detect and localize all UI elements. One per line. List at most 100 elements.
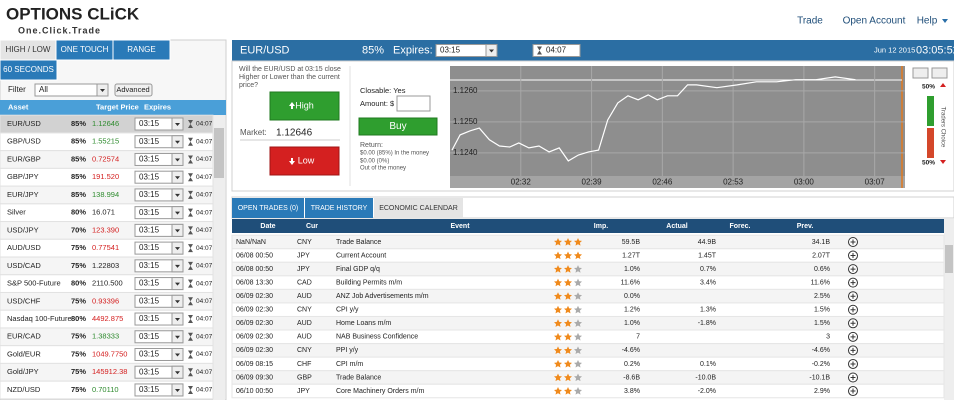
hourglass-icon [188,350,193,359]
expiry-select-text: 03:15 [139,243,160,252]
high-button[interactable] [269,91,340,121]
star [564,238,572,246]
asset-price: 1.22803 [92,261,119,270]
star [564,373,572,382]
hourglass-icon [188,120,193,128]
hourglass-icon [188,244,193,253]
filter-select-text: All [39,85,48,94]
asset-price: 16.071 [92,208,115,217]
buy-button[interactable] [358,117,438,136]
event-currency: JPY [297,388,310,395]
asset-name: Nasdaq 100-Future [7,314,72,323]
bottom-tab[interactable] [232,198,304,218]
down-arrow [940,160,946,164]
sidebar-scroll-thumb[interactable] [214,128,224,178]
star [554,346,562,354]
bottom-tab[interactable] [374,198,463,218]
event-name: Trade Balance [336,239,381,246]
bar-date: Jun 12 2015 [874,45,915,54]
importance-stars [554,278,582,287]
hourglass-icon [188,190,193,199]
event-name: NAB Business Confidence [336,334,418,341]
low-label[interactable]: Low [298,155,315,165]
tab-label[interactable]: HIGH / LOW [6,45,51,54]
add-plus [850,239,856,245]
nav-link[interactable]: Help [917,16,938,27]
logo[interactable]: OPTIONS CLiCK [6,4,140,23]
asset-payout: 85% [71,190,86,199]
event-date: 06/09 02:30 [236,320,273,327]
question-text: Will the EUR/USD at 03:15 close [239,66,341,73]
asset-timer: 04:07 [196,156,213,163]
price-line [451,76,856,162]
asset-price: 0.70110 [92,385,119,394]
event-actual: 59.5B [622,239,641,246]
importance-stars [554,238,582,246]
nav-link[interactable]: Open Account [843,16,906,27]
low-button[interactable] [269,146,340,176]
tab-label[interactable]: ONE TOUCH [61,45,109,54]
event-previous: -0.2% [812,361,830,368]
advanced-label[interactable]: Advanced [116,85,149,94]
asset-price: 1.12646 [92,119,119,128]
high-label[interactable]: High [295,100,314,110]
traders-up: 50% [922,84,935,91]
question-text: price? [239,82,258,89]
bottom-tab-label[interactable]: TRADE HISTORY [311,205,368,212]
bar-expires-label: Expires: [393,44,433,56]
buy-label[interactable]: Buy [389,121,406,132]
add-plus [850,388,856,394]
event-date: 06/09 02:30 [236,307,273,314]
return-label: Return: [360,142,383,149]
event-name: Trade Balance [336,374,381,381]
calendar-scrollbar [944,219,954,400]
star [554,359,562,368]
importance-stars [554,387,582,395]
event-name: CPI m/m [336,361,363,368]
bottom-tab[interactable] [305,198,373,218]
star [574,265,582,273]
event-name: Final GDP q/q [336,266,380,273]
event-forecast: -2.0% [698,388,716,395]
asset-price: 0.77541 [92,243,119,252]
amount-input[interactable] [396,95,431,112]
calendar-column-header: Imp. [594,223,608,230]
add-plus [850,361,856,367]
expiry-select-text: 03:15 [139,172,160,181]
asset-name: Silver [7,208,26,217]
tab[interactable] [112,39,171,61]
importance-stars [554,359,582,368]
calendar-column-header: Date [260,223,275,230]
advanced-button[interactable] [114,83,153,97]
calendar-scroll-thumb[interactable] [945,245,953,273]
bottom-tab-label[interactable]: OPEN TRADES (0) [238,205,299,212]
asset-payout: 75% [71,367,86,376]
select-arrow [175,388,180,392]
bottom-tab-label[interactable]: ECONOMIC CALENDAR [379,205,458,212]
event-forecast: 0.1% [700,361,716,368]
select-arrow [175,176,180,180]
nav-link[interactable]: Trade [797,16,823,27]
asset-timer: 04:07 [196,387,213,394]
select-arrow [175,335,180,339]
tab[interactable] [0,59,58,81]
importance-stars [554,332,582,341]
expiry-select-text: 03:15 [139,279,160,288]
chart-axis-band [450,176,905,188]
tab-label[interactable]: 60 SECONDS [3,65,54,74]
event-forecast: 0.7% [700,266,716,273]
event-date: 06/09 02:30 [236,293,273,300]
star [574,238,582,246]
question-text: Higher or Lower than the current [239,74,340,81]
event-previous: 2.9% [814,388,830,395]
event-previous: -4.6% [812,347,830,354]
return-out: $0.00 (0%) [360,159,389,165]
percent-button[interactable] [931,67,948,79]
asset-timer: 04:07 [196,138,213,145]
event-previous: 3 [826,334,830,341]
tab-label[interactable]: RANGE [127,45,155,54]
asset-timer: 04:07 [196,263,213,270]
star [574,359,582,368]
zoom-button[interactable] [912,67,929,79]
event-forecast: -10.0B [695,374,716,381]
